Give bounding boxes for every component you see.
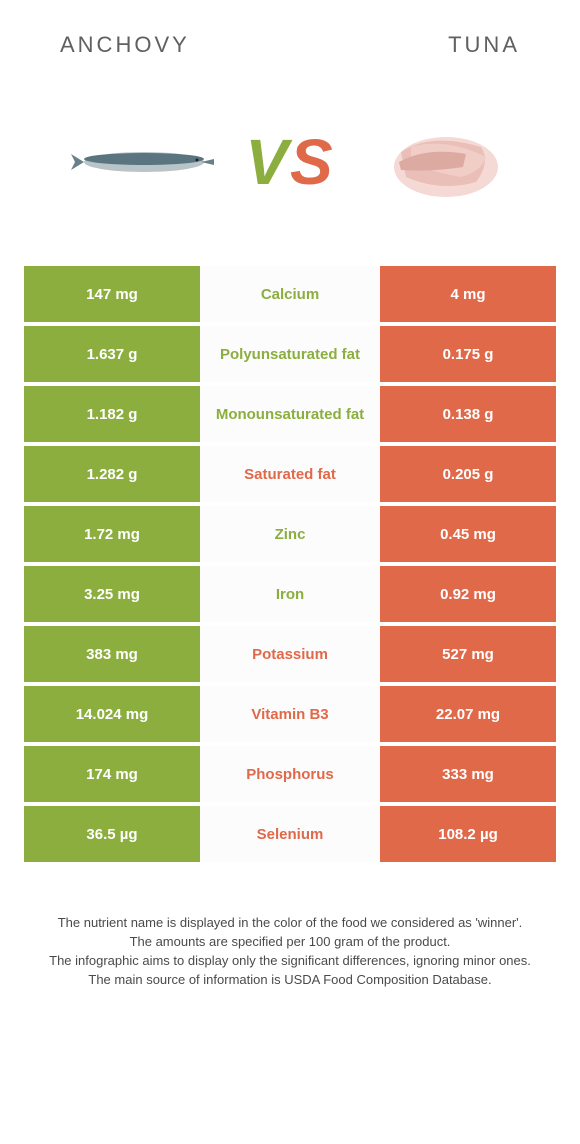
table-row: 1.282 gSaturated fat0.205 g bbox=[24, 446, 556, 502]
nutrient-label: Phosphorus bbox=[200, 746, 380, 802]
table-row: 1.182 gMonounsaturated fat0.138 g bbox=[24, 386, 556, 442]
food-left-title: ANCHOVY bbox=[60, 32, 190, 58]
right-value-cell: 0.175 g bbox=[380, 326, 556, 382]
left-value-cell: 383 mg bbox=[24, 626, 200, 682]
nutrient-label: Polyunsaturated fat bbox=[200, 326, 380, 382]
vs-s: S bbox=[290, 126, 335, 198]
nutrient-label: Monounsaturated fat bbox=[200, 386, 380, 442]
right-value-cell: 108.2 µg bbox=[380, 806, 556, 862]
left-value-cell: 14.024 mg bbox=[24, 686, 200, 742]
left-value-cell: 1.72 mg bbox=[24, 506, 200, 562]
vs-badge: VS bbox=[245, 125, 334, 199]
left-value-cell: 174 mg bbox=[24, 746, 200, 802]
food-right-title: TUNA bbox=[448, 32, 520, 58]
table-row: 174 mgPhosphorus333 mg bbox=[24, 746, 556, 802]
left-value-cell: 147 mg bbox=[24, 266, 200, 322]
header: ANCHOVY TUNA bbox=[24, 24, 556, 82]
right-value-cell: 0.205 g bbox=[380, 446, 556, 502]
left-value-cell: 3.25 mg bbox=[24, 566, 200, 622]
nutrient-label: Potassium bbox=[200, 626, 380, 682]
nutrient-label: Selenium bbox=[200, 806, 380, 862]
nutrient-label: Vitamin B3 bbox=[200, 686, 380, 742]
table-row: 14.024 mgVitamin B322.07 mg bbox=[24, 686, 556, 742]
table-row: 147 mgCalcium4 mg bbox=[24, 266, 556, 322]
right-value-cell: 4 mg bbox=[380, 266, 556, 322]
nutrient-label: Iron bbox=[200, 566, 380, 622]
tuna-image bbox=[351, 112, 511, 212]
left-value-cell: 1.282 g bbox=[24, 446, 200, 502]
nutrient-label: Calcium bbox=[200, 266, 380, 322]
left-value-cell: 1.182 g bbox=[24, 386, 200, 442]
nutrient-label: Zinc bbox=[200, 506, 380, 562]
right-value-cell: 333 mg bbox=[380, 746, 556, 802]
vs-v: V bbox=[245, 126, 290, 198]
right-value-cell: 0.138 g bbox=[380, 386, 556, 442]
right-value-cell: 527 mg bbox=[380, 626, 556, 682]
table-row: 36.5 µgSelenium108.2 µg bbox=[24, 806, 556, 862]
footer-line: The nutrient name is displayed in the co… bbox=[40, 914, 540, 933]
table-row: 383 mgPotassium527 mg bbox=[24, 626, 556, 682]
nutrient-table: 147 mgCalcium4 mg1.637 gPolyunsaturated … bbox=[24, 262, 556, 866]
anchovy-image bbox=[69, 112, 229, 212]
table-row: 1.72 mgZinc0.45 mg bbox=[24, 506, 556, 562]
right-value-cell: 22.07 mg bbox=[380, 686, 556, 742]
vs-row: VS bbox=[24, 82, 556, 262]
left-value-cell: 36.5 µg bbox=[24, 806, 200, 862]
right-value-cell: 0.45 mg bbox=[380, 506, 556, 562]
nutrient-label: Saturated fat bbox=[200, 446, 380, 502]
footer-line: The infographic aims to display only the… bbox=[40, 952, 540, 971]
right-value-cell: 0.92 mg bbox=[380, 566, 556, 622]
left-value-cell: 1.637 g bbox=[24, 326, 200, 382]
footer-line: The main source of information is USDA F… bbox=[40, 971, 540, 990]
footer-notes: The nutrient name is displayed in the co… bbox=[24, 866, 556, 989]
table-row: 1.637 gPolyunsaturated fat0.175 g bbox=[24, 326, 556, 382]
footer-line: The amounts are specified per 100 gram o… bbox=[40, 933, 540, 952]
table-row: 3.25 mgIron0.92 mg bbox=[24, 566, 556, 622]
